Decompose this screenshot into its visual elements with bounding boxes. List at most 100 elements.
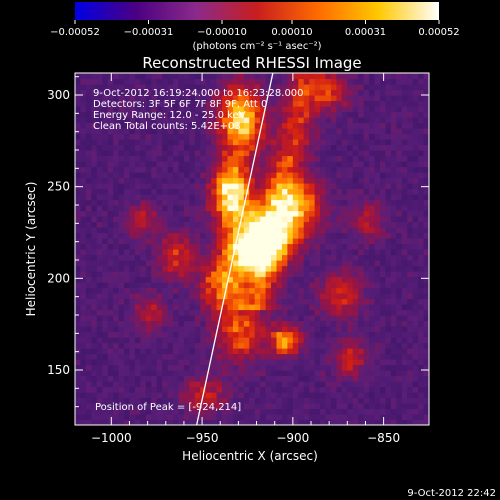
heatmap-cell (423, 117, 429, 124)
heatmap-cell (287, 276, 294, 283)
heatmap-cell (173, 419, 180, 425)
heatmap-cell (107, 144, 114, 151)
heatmap-cell (156, 221, 163, 228)
heatmap-cell (281, 166, 288, 173)
heatmap-cell (156, 73, 163, 80)
heatmap-cell (418, 326, 425, 333)
heatmap-cell (325, 331, 332, 338)
heatmap-cell (178, 199, 185, 206)
heatmap-cell (401, 397, 408, 404)
heatmap-cell (102, 177, 109, 184)
heatmap-cell (216, 205, 223, 212)
heatmap-cell (412, 320, 419, 327)
heatmap-cell (401, 403, 408, 410)
heatmap-cell (385, 337, 392, 344)
heatmap-cell (156, 271, 163, 278)
heatmap-cell (320, 155, 327, 162)
heatmap-cell (418, 386, 425, 393)
heatmap-cell (227, 150, 234, 157)
heatmap-cell (314, 254, 321, 261)
heatmap-cell (390, 100, 397, 107)
heatmap-cell (260, 353, 267, 360)
heatmap-cell (227, 287, 234, 294)
heatmap-cell (232, 348, 239, 355)
heatmap-cell (390, 386, 397, 393)
heatmap-cell (320, 276, 327, 283)
heatmap-cell (216, 348, 223, 355)
heatmap-cell (352, 337, 359, 344)
heatmap-cell (363, 364, 370, 371)
heatmap-cell (390, 337, 397, 344)
heatmap-cell (216, 133, 223, 140)
heatmap-cell (243, 364, 250, 371)
heatmap-cell (412, 155, 419, 162)
heatmap-cell (80, 172, 87, 179)
heatmap-cell (118, 403, 125, 410)
heatmap-cell (156, 100, 163, 107)
heatmap-cell (113, 227, 120, 234)
heatmap-cell (412, 271, 419, 278)
heatmap-cell (423, 155, 429, 162)
heatmap-cell (91, 133, 98, 140)
heatmap-cell (276, 381, 283, 388)
heatmap-cell (232, 370, 239, 377)
heatmap-cell (189, 205, 196, 212)
heatmap-cell (85, 315, 92, 322)
heatmap-cell (265, 282, 272, 289)
heatmap-cell (96, 386, 103, 393)
heatmap-cell (385, 326, 392, 333)
heatmap-cell (325, 194, 332, 201)
heatmap-cell (102, 271, 109, 278)
heatmap-cell (243, 161, 250, 168)
heatmap-cell (118, 139, 125, 146)
heatmap-cell (96, 342, 103, 349)
heatmap-cell (113, 139, 120, 146)
heatmap-cell (107, 249, 114, 256)
heatmap-cell (303, 403, 310, 410)
heatmap-cell (254, 309, 261, 316)
heatmap-cell (390, 408, 397, 415)
heatmap-cell (260, 122, 267, 129)
heatmap-cell (325, 408, 332, 415)
heatmap-cell (173, 353, 180, 360)
heatmap-cell (211, 122, 218, 129)
heatmap-cell (124, 249, 131, 256)
heatmap-cell (85, 260, 92, 267)
heatmap-cell (254, 111, 261, 118)
heatmap-cell (189, 155, 196, 162)
heatmap-cell (167, 265, 174, 272)
heatmap-cell (303, 172, 310, 179)
heatmap-cell (243, 232, 250, 239)
heatmap-cell (80, 381, 87, 388)
heatmap-cell (325, 293, 332, 300)
heatmap-cell (271, 106, 278, 113)
heatmap-cell (151, 133, 158, 140)
heatmap-cell (140, 155, 147, 162)
heatmap-cell (75, 331, 82, 338)
heatmap-cell (205, 139, 212, 146)
heatmap-cell (183, 73, 190, 80)
heatmap-cell (243, 419, 250, 425)
heatmap-cell (162, 282, 169, 289)
heatmap-cell (205, 397, 212, 404)
heatmap-cell (358, 254, 365, 261)
heatmap-cell (336, 117, 343, 124)
heatmap-cell (222, 386, 229, 393)
heatmap-cell (124, 144, 131, 151)
heatmap-cell (363, 254, 370, 261)
heatmap-cell (232, 95, 239, 102)
heatmap-cell (379, 249, 387, 256)
heatmap-cell (309, 320, 316, 327)
heatmap-cell (330, 254, 338, 261)
heatmap-cell (173, 265, 180, 272)
heatmap-cell (287, 381, 294, 388)
heatmap-cell (162, 133, 169, 140)
heatmap-cell (113, 117, 120, 124)
heatmap-cell (91, 304, 98, 311)
heatmap-cell (418, 238, 425, 245)
heatmap-cell (287, 172, 294, 179)
heatmap-cell (173, 414, 180, 421)
heatmap-cell (254, 386, 261, 393)
heatmap-cell (249, 177, 256, 184)
heatmap-cell (91, 337, 98, 344)
